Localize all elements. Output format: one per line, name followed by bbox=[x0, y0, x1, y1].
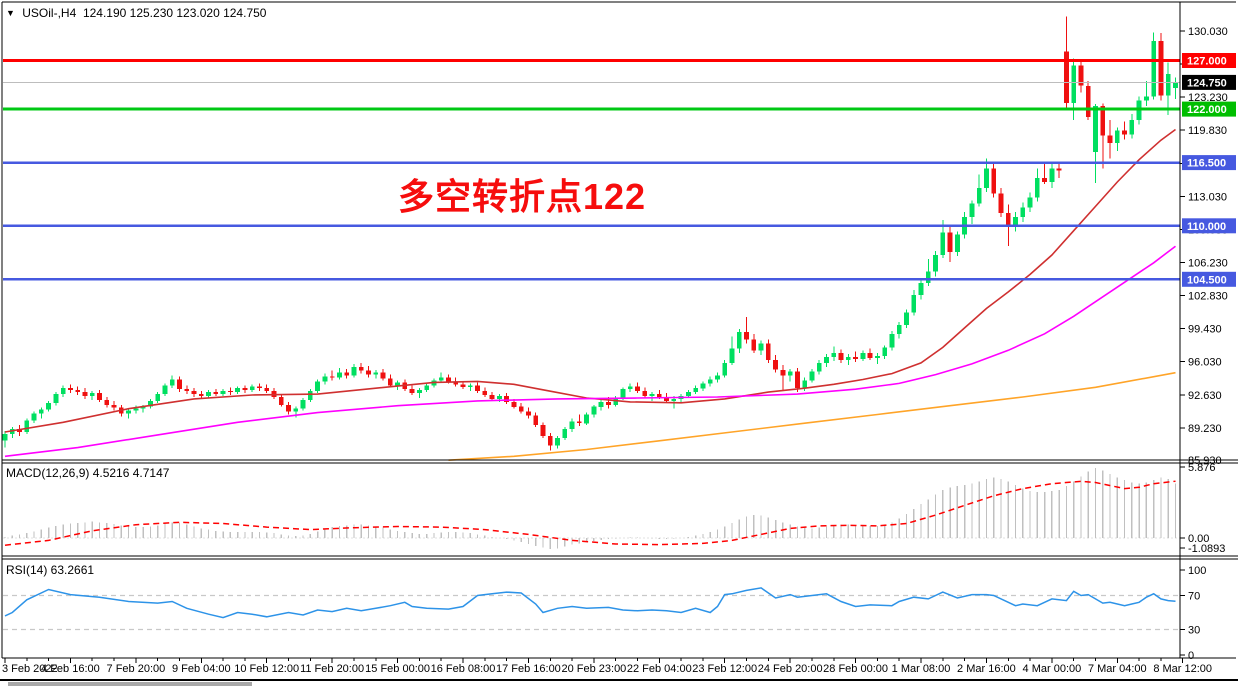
svg-text:110.000: 110.000 bbox=[1187, 221, 1226, 233]
svg-text:0.00: 0.00 bbox=[1188, 533, 1209, 545]
price-badge: 110.000 bbox=[1182, 218, 1236, 234]
price-badge: 116.500 bbox=[1182, 155, 1236, 171]
price-badge: 122.000 bbox=[1182, 101, 1236, 117]
svg-text:123.230: 123.230 bbox=[1188, 92, 1228, 104]
svg-text:89.230: 89.230 bbox=[1188, 423, 1222, 435]
svg-text:7 Feb 20:00: 7 Feb 20:00 bbox=[107, 663, 166, 675]
macd-indicator-label: MACD(12,26,9) 4.5216 4.7147 bbox=[6, 466, 170, 480]
svg-text:7 Mar 04:00: 7 Mar 04:00 bbox=[1088, 663, 1147, 675]
chart-text-annotation[interactable]: 多空转折点122 bbox=[398, 176, 647, 217]
horizontal-scrollbar-thumb[interactable] bbox=[8, 682, 252, 686]
price-axis[interactable]: 85.930 89.230 92.630 96.030 99.430 102.830 106… bbox=[1180, 26, 1236, 662]
svg-text:24 Feb 20:00: 24 Feb 20:00 bbox=[758, 663, 823, 675]
svg-text:8 Mar 12:00: 8 Mar 12:00 bbox=[1153, 663, 1212, 675]
svg-text:9 Feb 04:00: 9 Feb 04:00 bbox=[172, 663, 231, 675]
ma-fast-red bbox=[4, 128, 1176, 433]
ma-mid-magenta bbox=[4, 245, 1176, 458]
svg-text:17 Feb 16:00: 17 Feb 16:00 bbox=[496, 663, 561, 675]
candlesticks bbox=[2, 16, 1178, 451]
svg-text:3 Feb 2022: 3 Feb 2022 bbox=[2, 663, 58, 675]
svg-text:15 Feb 00:00: 15 Feb 00:00 bbox=[365, 663, 430, 675]
svg-text:113.030: 113.030 bbox=[1188, 191, 1227, 203]
svg-text:28 Feb 00:00: 28 Feb 00:00 bbox=[823, 663, 888, 675]
symbol-timeframe-label: USOil-,H4 bbox=[22, 6, 77, 20]
dropdown-triangle-icon[interactable]: ▼ bbox=[6, 8, 15, 18]
horizontal-lines[interactable] bbox=[3, 59, 1180, 281]
ma-slow-orange bbox=[448, 371, 1176, 461]
svg-text:2 Mar 16:00: 2 Mar 16:00 bbox=[957, 663, 1016, 675]
svg-text:119.830: 119.830 bbox=[1188, 125, 1227, 137]
rsi-line bbox=[4, 587, 1176, 619]
svg-text:23 Feb 12:00: 23 Feb 12:00 bbox=[692, 663, 757, 675]
svg-text:122.000: 122.000 bbox=[1187, 104, 1227, 116]
svg-text:130.030: 130.030 bbox=[1188, 26, 1228, 38]
svg-text:11 Feb 20:00: 11 Feb 20:00 bbox=[300, 663, 364, 675]
symbol-title: ▼ USOil-,H4 124.190 125.230 123.020 124.… bbox=[6, 6, 266, 20]
svg-text:1 Mar 08:00: 1 Mar 08:00 bbox=[892, 663, 951, 675]
svg-text:124.750: 124.750 bbox=[1187, 77, 1227, 89]
macd-signal-line bbox=[4, 480, 1176, 546]
svg-text:4 Feb 16:00: 4 Feb 16:00 bbox=[41, 663, 100, 675]
svg-text:96.030: 96.030 bbox=[1188, 357, 1222, 369]
ohlc-values: 124.190 125.230 123.020 124.750 bbox=[82, 6, 267, 20]
price-badge: 104.500 bbox=[1182, 271, 1236, 287]
svg-text:104.500: 104.500 bbox=[1187, 274, 1227, 286]
price-badge: 127.000 bbox=[1182, 53, 1236, 68]
rsi-panel bbox=[3, 587, 1180, 631]
svg-text:102.830: 102.830 bbox=[1188, 291, 1228, 303]
svg-text:10 Feb 12:00: 10 Feb 12:00 bbox=[234, 663, 299, 675]
svg-text:30: 30 bbox=[1188, 625, 1200, 637]
price-badge: 124.750 bbox=[1182, 74, 1236, 90]
svg-text:70: 70 bbox=[1188, 591, 1200, 603]
svg-text:106.230: 106.230 bbox=[1188, 258, 1228, 270]
svg-text:-1.0893: -1.0893 bbox=[1188, 543, 1225, 555]
macd-panel bbox=[3, 468, 1180, 549]
svg-text:127.000: 127.000 bbox=[1187, 56, 1227, 68]
svg-text:99.430: 99.430 bbox=[1188, 324, 1222, 336]
svg-text:20 Feb 23:00: 20 Feb 23:00 bbox=[561, 663, 626, 675]
svg-text:0: 0 bbox=[1188, 650, 1194, 662]
svg-text:85.930: 85.930 bbox=[1188, 455, 1222, 467]
svg-text:22 Feb 04:00: 22 Feb 04:00 bbox=[627, 663, 692, 675]
svg-text:100: 100 bbox=[1188, 565, 1206, 577]
rsi-indicator-label: RSI(14) 63.2661 bbox=[6, 563, 95, 577]
svg-text:4 Mar 00:00: 4 Mar 00:00 bbox=[1023, 663, 1082, 675]
svg-text:5.876: 5.876 bbox=[1188, 462, 1216, 474]
svg-text:92.630: 92.630 bbox=[1188, 390, 1222, 402]
svg-text:116.500: 116.500 bbox=[1187, 158, 1226, 170]
svg-text:16 Feb 08:00: 16 Feb 08:00 bbox=[431, 663, 496, 675]
